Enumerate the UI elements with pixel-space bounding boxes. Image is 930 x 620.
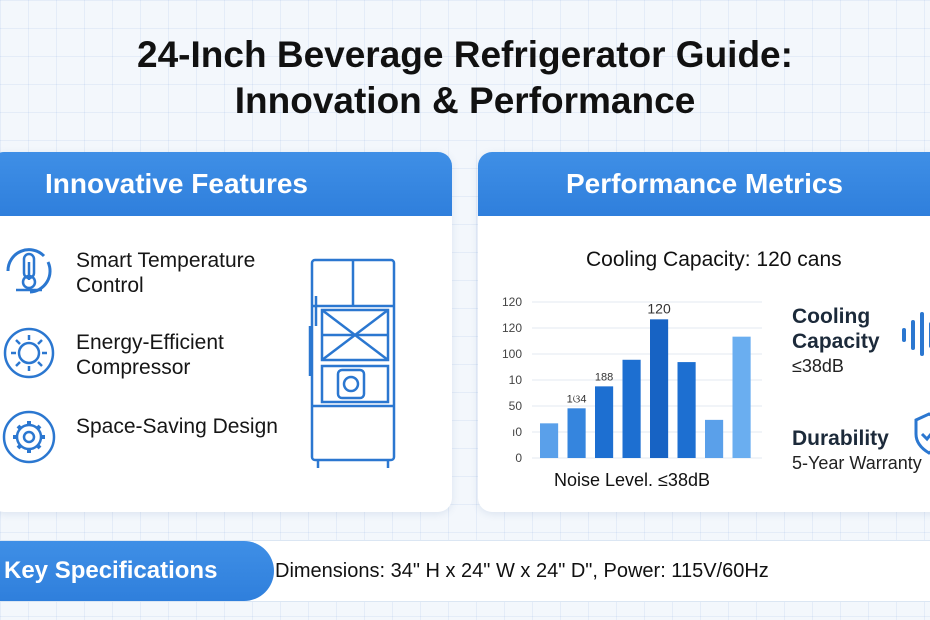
x-axis-label: Noise Level. ≤38dB [554,470,710,490]
cooling-capacity-title: Cooling Capacity: 120 cans [586,248,842,271]
durability-metric: Durability 5-Year Warranty [792,412,930,475]
cooling-capacity-heading: Cooling Capacity [792,305,880,353]
chart-bar [732,336,751,458]
durability-heading: Durability [792,427,889,450]
chart-bar [622,359,641,458]
y-tick-label: 0 [515,451,522,465]
feature-item-compressor: Energy-Efficient Compressor [0,324,300,386]
noise-level-chart: 120 120 100 10 50 ı0 0 1ଓ4 188 120 Noise Level. ≤3… [502,295,762,490]
key-specifications-bar: Key Specifications Dimensions: 34" H x 2… [0,540,930,602]
key-specifications-text: Dimensions: 34" H x 24" W x 24" D", Powe… [275,560,769,582]
chart-bar [650,319,669,458]
features-panel: Innovative Features Smart Temperature Co… [0,152,452,512]
y-tick-label: 120 [502,321,522,335]
y-tick-label: 10 [509,373,523,387]
page-title: 24-Inch Beverage Refrigerator Guide: Inn… [0,32,930,124]
feature-item-temperature: Smart Temperature Control [0,242,300,304]
sound-wave-icon [902,312,930,356]
y-tick-label: 50 [509,399,523,413]
chart-bar [705,419,724,458]
feature-label: Space-Saving Design [76,415,278,438]
chart-bar [677,362,696,458]
y-tick-label: 120 [502,295,522,309]
y-tick-label: 100 [502,347,522,361]
metrics-panel: Performance Metrics Cooling Capacity: 12… [478,152,930,512]
shield-icon [914,412,930,455]
y-tick-label: ı0 [512,425,522,439]
key-specifications-label: Key Specifications [0,541,274,601]
chart-bar [540,423,559,458]
gear-icon [2,410,56,464]
durability-value: 5-Year Warranty [792,453,922,473]
feature-label: Energy-Efficient Compressor [76,331,224,379]
metrics-header: Performance Metrics [478,152,930,216]
data-label: 188 [595,371,613,383]
chart-bar [567,408,586,458]
feature-label: Smart Temperature Control [76,249,256,297]
refrigerator-icon [308,258,396,468]
feature-item-design: Space-Saving Design [0,408,300,470]
cooling-capacity-metric: Cooling Capacity ≤38dB [792,304,930,378]
data-label: 1ଓ4 [567,393,587,405]
chart-bar [595,386,614,458]
data-label: 120 [647,300,671,316]
features-header: Innovative Features [0,152,452,216]
thermometer-icon [6,248,52,294]
cooling-capacity-value: ≤38dB [792,356,844,376]
title-line-1: 24-Inch Beverage Refrigerator Guide: [137,34,793,75]
sun-gear-icon [3,327,55,379]
title-line-2: Innovation & Performance [234,80,696,121]
